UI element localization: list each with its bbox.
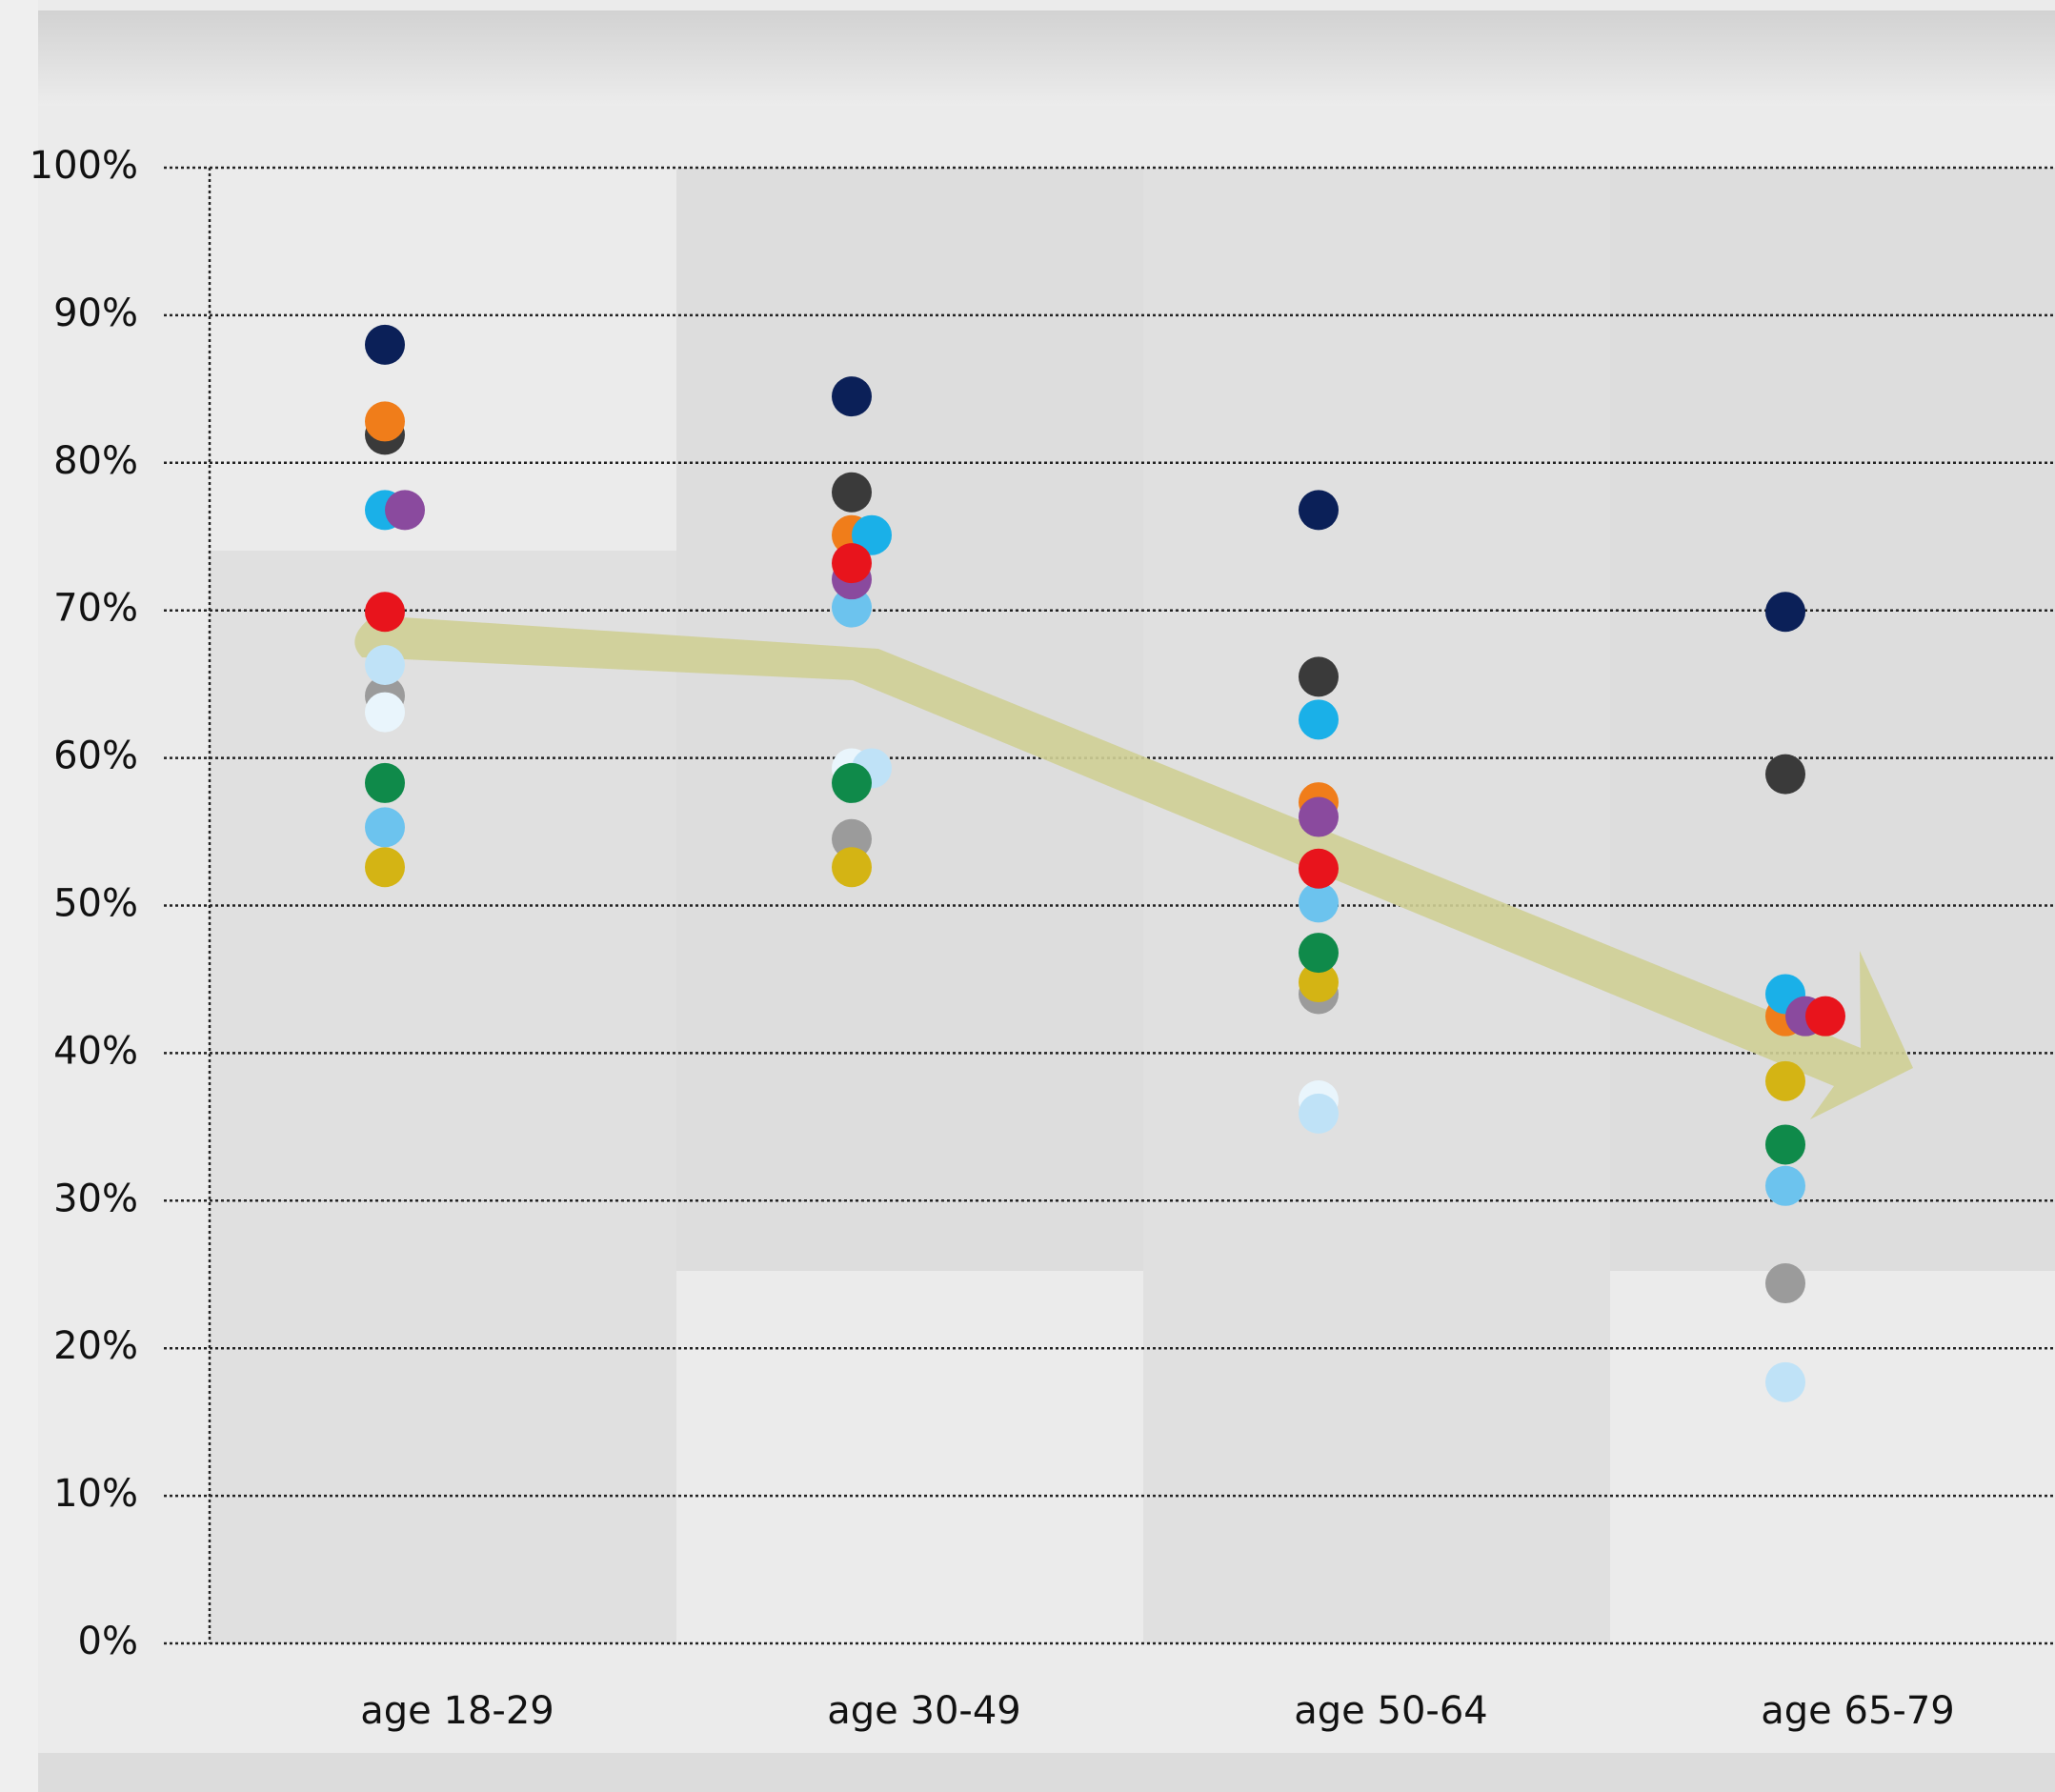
dot xyxy=(365,645,405,686)
grid xyxy=(164,166,2055,1645)
y-tick-label: 0% xyxy=(78,1620,138,1663)
labels: 0% 10% 20% 30% 40% 50% 60% 70% 80% 90% 100% age 18-… xyxy=(30,144,1955,1733)
dot xyxy=(1299,848,1339,889)
dot xyxy=(1299,1093,1339,1134)
bottom-band xyxy=(38,1753,2055,1792)
y-tick-label: 60% xyxy=(53,735,138,778)
dot xyxy=(1299,796,1339,837)
dot xyxy=(1299,699,1339,740)
dot xyxy=(1299,882,1339,923)
x-tick-label: age 50-64 xyxy=(1294,1689,1487,1733)
y-tick-label: 20% xyxy=(53,1324,138,1368)
dot xyxy=(1765,1060,1805,1101)
dot xyxy=(832,762,872,803)
dot xyxy=(1299,490,1339,531)
dot xyxy=(852,514,892,555)
y-tick-label: 100% xyxy=(30,144,138,188)
column-bg xyxy=(210,551,676,1643)
y-tick-label: 40% xyxy=(53,1029,138,1073)
dot xyxy=(1765,592,1805,633)
dot xyxy=(832,818,872,859)
y-tick-label: 80% xyxy=(53,439,138,483)
dot xyxy=(365,762,405,803)
column-bg xyxy=(1610,168,2055,1271)
dot xyxy=(1299,962,1339,1003)
column-shading xyxy=(210,168,2055,1643)
y-tick-label: 30% xyxy=(53,1177,138,1220)
dot xyxy=(1765,754,1805,795)
dot xyxy=(832,587,872,628)
y-tick-label: 70% xyxy=(53,587,138,631)
x-tick-label: age 18-29 xyxy=(360,1689,554,1733)
dot xyxy=(1765,1361,1805,1402)
y-tick-label: 50% xyxy=(53,882,138,926)
dot xyxy=(1765,1165,1805,1206)
dot xyxy=(832,472,872,513)
dot xyxy=(832,847,872,888)
dot xyxy=(1765,1263,1805,1304)
column-bg xyxy=(676,168,1143,1271)
dot xyxy=(365,592,405,633)
dot xyxy=(1805,996,1845,1037)
dot xyxy=(1299,656,1339,697)
dot xyxy=(365,807,405,848)
y-tick-label: 90% xyxy=(53,292,138,335)
dot xyxy=(832,543,872,584)
dot xyxy=(832,376,872,417)
dot xyxy=(365,847,405,888)
x-tick-label: age 30-49 xyxy=(827,1689,1020,1733)
dot xyxy=(365,324,405,365)
x-tick-label: age 65-79 xyxy=(1761,1689,1954,1733)
dots xyxy=(365,324,1845,1402)
y-tick-label: 10% xyxy=(53,1472,138,1516)
dot xyxy=(1765,1124,1805,1165)
dot xyxy=(385,490,425,531)
top-band xyxy=(38,10,2055,106)
dot xyxy=(1299,933,1339,974)
dot xyxy=(365,401,405,442)
dot xyxy=(365,692,405,733)
